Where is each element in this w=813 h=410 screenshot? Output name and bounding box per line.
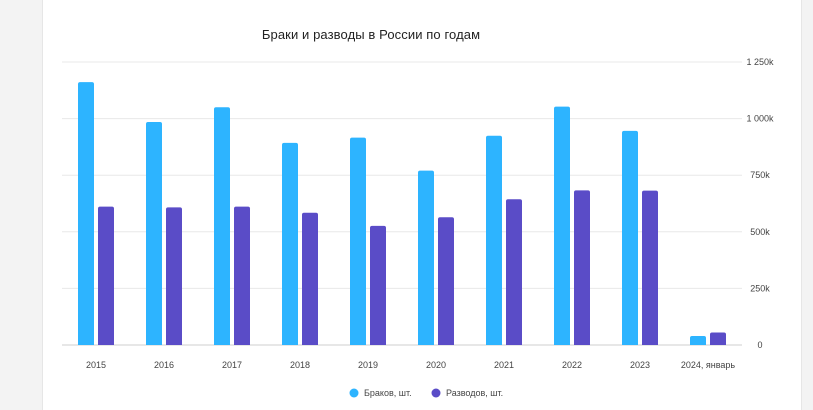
- bar-marriages: [486, 135, 502, 345]
- x-tick-label: 2019: [358, 360, 378, 370]
- bar-divorces: [642, 190, 658, 345]
- bar-marriages: [690, 335, 706, 345]
- bar-marriages: [622, 130, 638, 345]
- bar-divorces: [166, 207, 182, 345]
- y-tick-label: 500k: [750, 227, 770, 237]
- bar-marriages: [78, 82, 94, 345]
- chart-title: Браки и разводы в России по годам: [261, 27, 481, 42]
- bar-divorces: [438, 217, 454, 345]
- x-tick-label: 2015: [86, 360, 106, 370]
- bar-marriages: [282, 142, 298, 345]
- bar-divorces: [302, 212, 318, 345]
- y-tick-label: 1 000k: [746, 114, 774, 124]
- bar-divorces: [370, 225, 386, 345]
- legend-label: Браков, шт.: [364, 388, 412, 398]
- bar-divorces: [98, 206, 114, 345]
- bar-marriages: [554, 106, 570, 345]
- bar-divorces: [574, 190, 590, 345]
- y-tick-label: 250k: [750, 283, 770, 293]
- bar-divorces: [506, 199, 522, 345]
- legend-marker: [431, 388, 441, 398]
- legend-label: Разводов, шт.: [446, 388, 503, 398]
- x-tick-label: 2017: [222, 360, 242, 370]
- y-tick-label: 1 250k: [746, 57, 774, 67]
- bar-marriages: [146, 121, 162, 345]
- x-tick-label: 2020: [426, 360, 446, 370]
- bar-marriages: [350, 137, 366, 345]
- bar-divorces: [710, 332, 726, 345]
- x-tick-label: 2018: [290, 360, 310, 370]
- x-tick-label: 2023: [630, 360, 650, 370]
- bar-divorces: [234, 206, 250, 345]
- y-tick-label: 750k: [750, 170, 770, 180]
- x-tick-label: 2022: [562, 360, 582, 370]
- x-tick-label: 2016: [154, 360, 174, 370]
- legend-marker: [349, 388, 359, 398]
- x-tick-label: 2021: [494, 360, 514, 370]
- bar-marriages: [214, 107, 230, 345]
- x-tick-label: 2024, январь: [681, 360, 736, 370]
- bar-marriages: [418, 170, 434, 345]
- y-tick-label: 0: [757, 340, 762, 350]
